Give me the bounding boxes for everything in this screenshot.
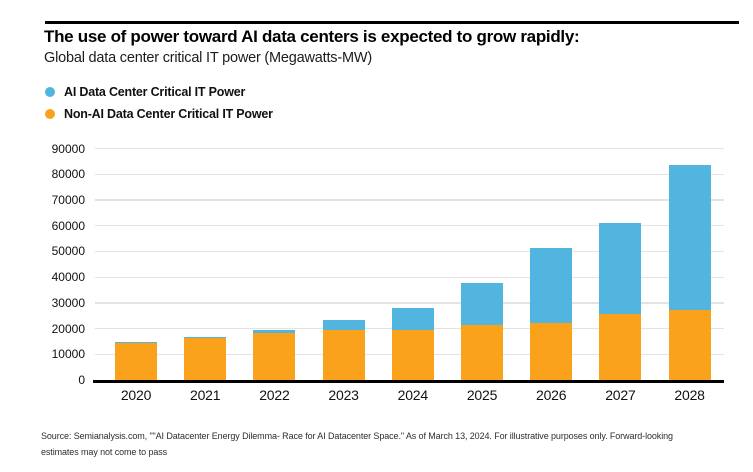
x-axis-tick-label-2028: 2028 xyxy=(674,387,705,403)
bar-segment-non-ai-2023 xyxy=(322,330,365,380)
y-axis-tick-label: 20000 xyxy=(51,321,85,336)
bar-segment-non-ai-2020 xyxy=(115,343,157,380)
bar-segment-non-ai-2021 xyxy=(184,338,227,380)
bar-segment-non-ai-2028 xyxy=(668,310,711,380)
bar-segment-ai-2022 xyxy=(253,330,296,333)
bar-segment-ai-2026 xyxy=(530,247,573,323)
bar-segment-ai-2025 xyxy=(461,282,503,326)
chart-subtitle: Global data center critical IT power (Me… xyxy=(44,50,372,66)
y-axis-tick-label: 80000 xyxy=(51,167,85,182)
x-axis-tick-label-2020: 2020 xyxy=(120,387,152,403)
bar-segment-ai-2021 xyxy=(184,336,227,339)
x-axis-tick-label-2023: 2023 xyxy=(328,387,359,403)
legend-dot-icon xyxy=(45,109,55,119)
bar-segment-ai-2020 xyxy=(115,342,157,344)
x-axis-tick-label-2024: 2024 xyxy=(397,387,429,403)
stacked-bar-chart: 0 10000 20000 30000 40000 50000 60000 70000 8000… xyxy=(0,140,753,420)
y-axis-tick-label: 60000 xyxy=(51,218,85,233)
chart-title: The use of power toward AI data centers … xyxy=(44,27,580,46)
top-rule xyxy=(45,21,739,24)
bar-segment-ai-2023 xyxy=(322,320,365,331)
gridline-40000 xyxy=(95,276,724,278)
y-axis-tick-label: 70000 xyxy=(51,192,85,207)
y-axis-tick-label: 90000 xyxy=(51,141,85,156)
legend-dot-icon xyxy=(45,87,55,97)
gridline-90000 xyxy=(95,147,724,150)
x-axis-tick-label-2025: 2025 xyxy=(466,387,498,403)
x-axis-tick-label-2021: 2021 xyxy=(190,387,221,403)
gridline-60000 xyxy=(95,225,724,227)
source-note-line2: estimates may not come to pass xyxy=(41,446,168,457)
legend-item-non-ai: Non-AI Data Center Critical IT Power xyxy=(45,103,273,125)
x-axis-line xyxy=(93,380,724,383)
x-axis-tick-label-2027: 2027 xyxy=(605,387,636,403)
bar-segment-non-ai-2025 xyxy=(461,325,503,380)
gridline-70000 xyxy=(95,199,724,201)
bar-segment-ai-2024 xyxy=(391,307,434,331)
y-axis-tick-label: 0 xyxy=(78,373,85,387)
bar-segment-non-ai-2027 xyxy=(599,313,642,380)
gridline-80000 xyxy=(95,173,724,175)
legend-label: Non-AI Data Center Critical IT Power xyxy=(64,107,273,121)
y-axis-tick-label: 40000 xyxy=(51,270,85,285)
bar-segment-ai-2028 xyxy=(668,165,711,311)
bar-segment-non-ai-2026 xyxy=(530,322,573,380)
bar-segment-non-ai-2024 xyxy=(391,330,434,380)
legend-label: AI Data Center Critical IT Power xyxy=(64,85,246,99)
y-axis-tick-label: 30000 xyxy=(51,295,85,310)
bar-segment-non-ai-2022 xyxy=(253,332,296,380)
legend-item-ai: AI Data Center Critical IT Power xyxy=(45,81,273,103)
y-axis-tick-label: 50000 xyxy=(51,244,85,259)
bar-segment-ai-2027 xyxy=(599,223,642,314)
x-axis-tick-label-2022: 2022 xyxy=(259,387,290,403)
gridline-30000 xyxy=(95,302,724,304)
x-axis-tick-label-2026: 2026 xyxy=(536,387,567,403)
y-axis-tick-label: 10000 xyxy=(51,347,85,362)
legend: AI Data Center Critical IT Power Non-AI D… xyxy=(45,81,273,125)
gridline-50000 xyxy=(95,250,724,253)
source-note-line1: Source: Semianalysis.com, ""AI Datacente… xyxy=(41,431,673,441)
source-note: Source: Semianalysis.com, ""AI Datacente… xyxy=(41,429,741,460)
